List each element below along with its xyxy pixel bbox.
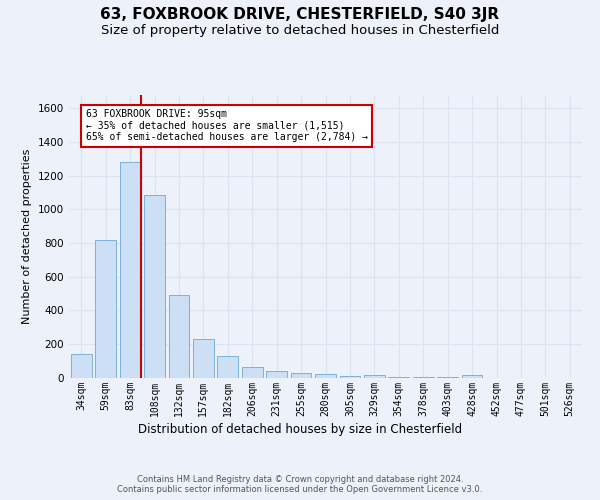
Y-axis label: Number of detached properties: Number of detached properties	[22, 148, 32, 324]
Bar	[461, 375, 482, 378]
Bar	[266, 371, 287, 378]
Text: 63 FOXBROOK DRIVE: 95sqm
← 35% of detached houses are smaller (1,515)
65% of sem: 63 FOXBROOK DRIVE: 95sqm ← 35% of detach…	[86, 110, 368, 142]
Bar	[290, 373, 311, 378]
Bar	[437, 376, 458, 378]
Bar	[242, 366, 263, 378]
Bar	[169, 295, 190, 378]
Bar	[71, 354, 92, 378]
Bar	[364, 375, 385, 378]
Text: Contains HM Land Registry data © Crown copyright and database right 2024.
Contai: Contains HM Land Registry data © Crown c…	[118, 474, 482, 494]
Text: Size of property relative to detached houses in Chesterfield: Size of property relative to detached ho…	[101, 24, 499, 37]
Text: 63, FOXBROOK DRIVE, CHESTERFIELD, S40 3JR: 63, FOXBROOK DRIVE, CHESTERFIELD, S40 3J…	[100, 8, 500, 22]
Bar	[217, 356, 238, 378]
Bar	[388, 376, 409, 378]
Bar	[315, 374, 336, 378]
Bar	[193, 339, 214, 378]
Bar	[413, 376, 434, 378]
Bar	[95, 240, 116, 378]
Bar	[119, 162, 140, 378]
Text: Distribution of detached houses by size in Chesterfield: Distribution of detached houses by size …	[138, 422, 462, 436]
Bar	[144, 195, 165, 378]
Bar	[340, 376, 361, 378]
